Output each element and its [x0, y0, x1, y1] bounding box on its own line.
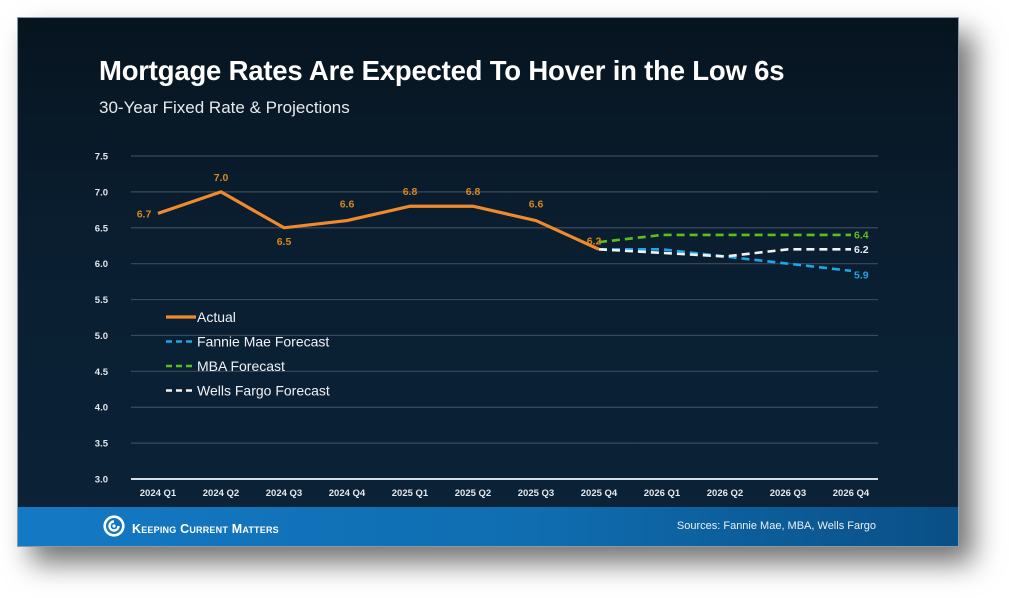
data-label-wells-fargo: 6.2 — [854, 244, 869, 256]
legend-item-actual: Actual — [166, 309, 236, 325]
y-tick-label: 4.5 — [95, 367, 109, 378]
legend: Actual Fannie Mae Forecast MBA Forecast Wel… — [166, 309, 330, 399]
x-tick-label: 2024 Q1 — [140, 488, 177, 499]
x-tick-label: 2024 Q3 — [266, 488, 302, 499]
sources-note: Sources: Fannie Mae, MBA, Wells Fargo — [676, 520, 876, 532]
data-label-actual: 6.6 — [529, 199, 544, 211]
y-tick-label: 6.0 — [95, 259, 108, 270]
x-tick-label: 2025 Q1 — [392, 488, 429, 499]
x-tick-label: 2025 Q3 — [518, 488, 554, 499]
x-tick-label: 2025 Q4 — [581, 488, 618, 499]
x-tick-label: 2024 Q2 — [203, 488, 239, 499]
x-tick-label: 2025 Q2 — [455, 488, 491, 499]
series-line-mba — [598, 233, 851, 244]
legend-item-fannie-mae: Fannie Mae Forecast — [166, 334, 329, 350]
data-label-actual: 6.7 — [137, 208, 152, 220]
data-label-actual: 6.6 — [340, 199, 355, 211]
series-line-actual — [157, 190, 600, 251]
footer-band: Keeping Current Matters Sources: Fannie … — [18, 507, 958, 546]
x-tick-label: 2026 Q1 — [644, 488, 681, 499]
data-label-actual: 6.8 — [466, 186, 481, 198]
gridlines — [131, 155, 878, 480]
legend-item-wells-fargo: Wells Fargo Forecast — [166, 383, 330, 399]
line-chart: 3.03.54.04.55.05.56.06.57.07.5 2024 Q1 20… — [95, 152, 878, 499]
y-tick-label: 7.0 — [95, 187, 108, 198]
data-label-actual: 6.2 — [587, 235, 602, 247]
legend-label: Wells Fargo Forecast — [197, 383, 330, 399]
series — [157, 190, 852, 273]
brand-name: Keeping Current Matters — [132, 521, 279, 536]
x-tick-label: 2026 Q3 — [770, 488, 806, 499]
data-label-actual: 6.5 — [277, 236, 292, 248]
data-label-mba: 6.4 — [854, 229, 869, 241]
x-axis-ticks: 2024 Q1 2024 Q2 2024 Q3 2024 Q4 2025 Q1 2025 … — [140, 488, 870, 499]
swirl-logo-icon — [103, 515, 125, 542]
legend-label: MBA Forecast — [197, 358, 285, 374]
slide: Mortgage Rates Are Expected To Hover in … — [17, 17, 959, 547]
legend-item-mba: MBA Forecast — [166, 358, 285, 374]
chart-subtitle: 30-Year Fixed Rate & Projections — [99, 98, 350, 117]
x-tick-label: 2024 Q4 — [329, 488, 366, 499]
y-tick-label: 3.0 — [95, 475, 108, 486]
y-tick-label: 5.5 — [95, 295, 109, 306]
brand-logo: Keeping Current Matters — [103, 515, 279, 542]
data-label-actual: 6.8 — [403, 186, 418, 198]
x-tick-label: 2026 Q2 — [707, 488, 743, 499]
y-axis-ticks: 3.0 3.5 4.0 4.5 5.0 5.5 6.0 6.5 7.0 7.5 — [95, 152, 109, 486]
data-label-actual: 7.0 — [214, 172, 229, 184]
series-line-wells-fargo — [598, 248, 851, 258]
x-tick-label: 2026 Q4 — [833, 488, 870, 499]
y-tick-label: 7.5 — [95, 152, 109, 163]
legend-label: Actual — [197, 309, 236, 325]
y-tick-label: 3.5 — [95, 439, 109, 450]
data-label-fannie-mae: 5.9 — [854, 269, 869, 281]
chart-title: Mortgage Rates Are Expected To Hover in … — [99, 55, 785, 86]
legend-label: Fannie Mae Forecast — [197, 334, 329, 350]
data-labels: 6.7 7.0 6.5 6.6 6.8 6.8 6.6 6.2 5.9 6.4 6.2 — [137, 172, 869, 281]
y-tick-label: 5.0 — [95, 331, 108, 342]
series-line-fannie-mae — [599, 248, 852, 273]
y-tick-label: 6.5 — [95, 223, 109, 234]
y-tick-label: 4.0 — [95, 403, 108, 414]
